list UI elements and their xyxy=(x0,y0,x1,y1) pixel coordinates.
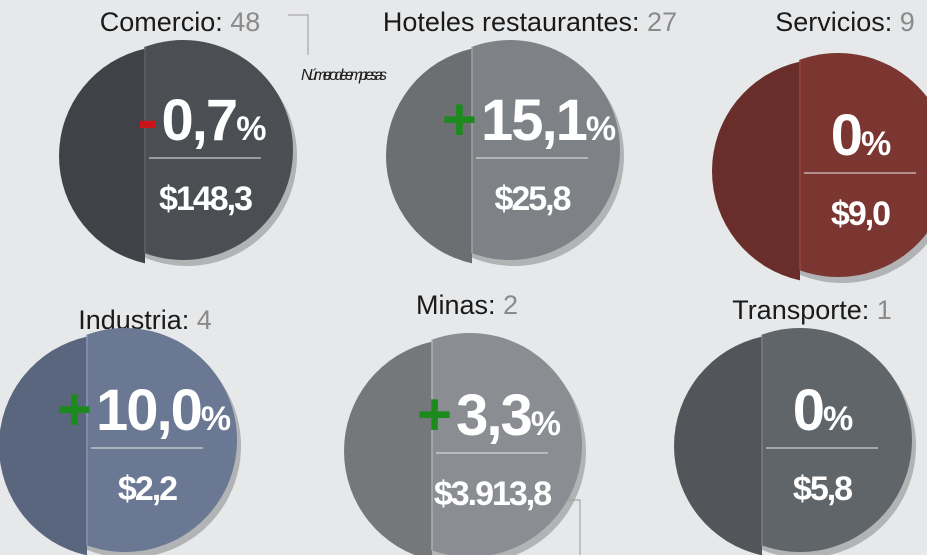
circle-right xyxy=(800,53,927,277)
circle-left xyxy=(712,61,800,281)
change-sign: + xyxy=(417,381,450,448)
change-value: 10,0 xyxy=(96,378,201,443)
change: +15,1% xyxy=(442,86,616,153)
change-unit: % xyxy=(531,405,561,443)
sector: Minas: 2 + 3,3% $3.913,8 xyxy=(344,290,586,555)
annotation-line: Número de empresas xyxy=(301,67,387,84)
amount: $2,2 xyxy=(118,470,177,508)
sector-name: Comercio: xyxy=(100,7,223,37)
circle-right xyxy=(145,40,293,260)
change-value: 3,3 xyxy=(456,383,531,448)
amount: $25,8 xyxy=(494,180,570,218)
change-unit: % xyxy=(861,125,891,163)
change: 0% xyxy=(831,103,891,168)
annotation: Número de empresas xyxy=(301,67,387,84)
circle-left xyxy=(386,48,472,264)
change-unit: % xyxy=(586,110,616,148)
change-value: 15,1 xyxy=(481,88,587,153)
sector-count: 1 xyxy=(869,295,892,325)
change-sign: + xyxy=(442,86,475,153)
sector-count: 27 xyxy=(640,7,678,37)
circle-right xyxy=(432,333,582,555)
circle-right xyxy=(87,328,237,552)
sector-title: Comercio: 48 xyxy=(100,7,261,37)
circle-left xyxy=(674,336,762,555)
change-value: 0 xyxy=(793,378,823,443)
sector: Industria: 4+ 10,0%$2,2 xyxy=(0,305,241,555)
change-sign: - xyxy=(138,86,156,153)
change-value: 0 xyxy=(831,103,861,168)
sectors: Comercio: 48 - 0,7% $148,3 Hoteles restauran… xyxy=(0,7,927,555)
circle-left xyxy=(59,48,145,264)
change-unit: % xyxy=(236,110,266,148)
sector-name: Servicios: xyxy=(775,7,892,37)
callout-line xyxy=(288,14,309,55)
amount: $5,8 xyxy=(793,470,852,508)
sector: Servicios: 9 0% $9,0 xyxy=(712,7,927,283)
sector-count: 4 xyxy=(189,305,212,335)
change-sign: + xyxy=(57,376,90,443)
sector-title: Hoteles restaurantes: 27 xyxy=(383,7,677,37)
sector: Transporte: 1 0% $5,8 xyxy=(674,295,916,555)
sector-count: 2 xyxy=(496,290,519,320)
amount: $3.913,8 xyxy=(434,475,551,513)
sector-title: Servicios: 9 xyxy=(775,7,915,37)
change: -0,7% xyxy=(138,86,267,153)
circle-right xyxy=(762,328,912,552)
circle-right xyxy=(472,40,620,260)
change: +3,3% xyxy=(417,381,561,448)
sector: Comercio: 48 - 0,7% $148,3 xyxy=(59,7,297,266)
change-unit: % xyxy=(823,400,853,438)
change-unit: % xyxy=(201,400,231,438)
amount: $148,3 xyxy=(159,180,252,218)
sector-name: Minas: xyxy=(416,290,496,320)
sector-name: Transporte: xyxy=(732,295,869,325)
circle-left xyxy=(344,341,432,555)
sector-title: Minas: 2 xyxy=(416,290,518,320)
sector-name: Hoteles restaurantes: xyxy=(383,7,640,37)
amount: $9,0 xyxy=(831,195,890,233)
circle-left xyxy=(0,336,87,555)
change: +10,0% xyxy=(57,376,231,443)
sector-title: Transporte: 1 xyxy=(732,295,892,325)
sector-count: 9 xyxy=(892,7,915,37)
sector: Hoteles restaurantes: 27 + 15,1% $25,8 xyxy=(383,7,677,266)
change-value: 0,7 xyxy=(162,88,237,153)
change: 0% xyxy=(793,378,853,443)
sector-count: 48 xyxy=(223,7,261,37)
